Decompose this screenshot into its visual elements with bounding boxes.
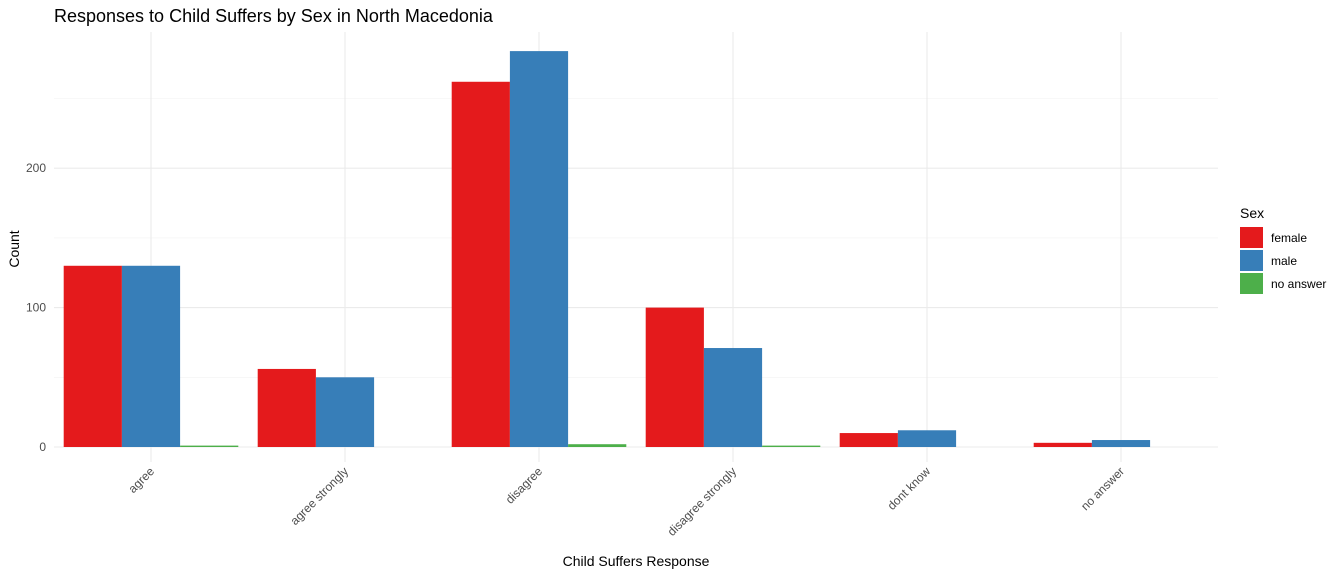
legend: Sex female male no answer bbox=[1240, 205, 1326, 294]
y-axis-title: Count bbox=[6, 230, 22, 267]
bar-male-dont-know bbox=[897, 430, 957, 447]
bar-male-disagree-strongly bbox=[703, 348, 763, 447]
y-tick-label: 100 bbox=[26, 301, 46, 315]
legend-key-male bbox=[1240, 250, 1263, 271]
bar-no-answer-agree bbox=[180, 445, 239, 447]
legend-title: Sex bbox=[1240, 205, 1264, 221]
bar-male-agree bbox=[121, 265, 181, 447]
y-tick-label: 0 bbox=[39, 440, 46, 454]
x-tick-label: agree bbox=[126, 464, 158, 496]
bar-male-disagree bbox=[509, 51, 569, 447]
bar-male-no-answer bbox=[1091, 440, 1151, 447]
legend-label: male bbox=[1271, 254, 1297, 268]
bar-female-agree-strongly bbox=[257, 368, 316, 447]
x-tick-label: disagree bbox=[503, 464, 546, 507]
legend-key-no-answer bbox=[1240, 273, 1263, 294]
bar-no-answer-disagree bbox=[568, 444, 627, 447]
y-axis: 0 100 200 bbox=[26, 161, 46, 454]
bar-female-dont-know bbox=[839, 433, 898, 447]
chart-title: Responses to Child Suffers by Sex in Nor… bbox=[54, 6, 494, 26]
x-tick-label: no answer bbox=[1078, 464, 1127, 513]
bar-male-agree-strongly bbox=[315, 377, 375, 447]
bar-no-answer-disagree-strongly bbox=[762, 445, 821, 447]
x-tick-label: disagree strongly bbox=[665, 464, 740, 539]
bars bbox=[63, 51, 1151, 447]
legend-label: female bbox=[1271, 231, 1307, 245]
x-tick-label: agree strongly bbox=[287, 464, 351, 528]
legend-key-female bbox=[1240, 227, 1263, 248]
y-tick-label: 200 bbox=[26, 161, 46, 175]
grid bbox=[54, 32, 1218, 462]
bar-female-disagree bbox=[451, 81, 510, 447]
x-axis-title: Child Suffers Response bbox=[563, 553, 710, 569]
bar-female-agree bbox=[63, 265, 122, 447]
x-tick-label: dont know bbox=[885, 464, 934, 513]
bar-female-disagree-strongly bbox=[645, 307, 704, 447]
bar-female-no-answer bbox=[1033, 442, 1092, 447]
legend-label: no answer bbox=[1271, 277, 1326, 291]
x-axis: agree agree strongly disagree disagree stro… bbox=[126, 464, 1128, 539]
